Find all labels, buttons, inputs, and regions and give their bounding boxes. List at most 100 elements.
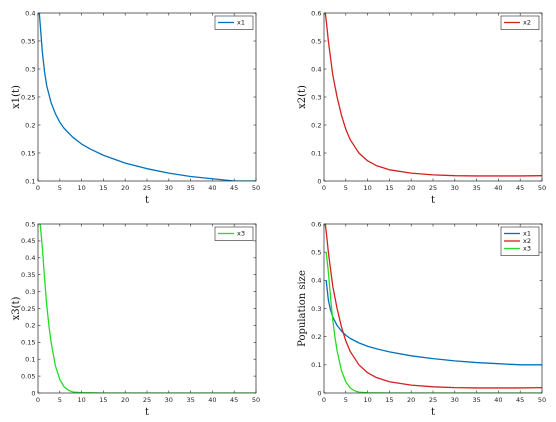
series-line-x3 xyxy=(39,224,256,393)
x-tick-label: 0 xyxy=(36,184,40,192)
x-tick-label: 20 xyxy=(407,396,415,404)
x-tick-label: 45 xyxy=(516,184,524,192)
y-tick-label: 0.6 xyxy=(311,220,321,228)
x-tick-label: 50 xyxy=(252,184,260,192)
y-tick-label: 0.1 xyxy=(25,356,35,364)
y-tick-label: 0.6 xyxy=(311,9,321,17)
x-tick-label: 50 xyxy=(538,184,546,192)
x-tick-label: 10 xyxy=(363,184,371,192)
legend: x3 xyxy=(214,226,254,241)
x-tick-label: 35 xyxy=(186,184,194,192)
x-tick-label: 35 xyxy=(186,396,194,404)
legend-label-x2: x2 xyxy=(523,237,531,245)
x-axis-label: t xyxy=(431,195,435,206)
y-tick-label: 0.35 xyxy=(21,271,35,279)
x-tick-label: 45 xyxy=(230,396,238,404)
y-tick-label: 0.15 xyxy=(21,339,35,347)
x-tick-label: 30 xyxy=(165,184,173,192)
x-tick-label: 10 xyxy=(77,396,85,404)
y-tick-label: 0.4 xyxy=(311,277,321,285)
series-line-x1 xyxy=(38,13,256,181)
y-tick-label: 0 xyxy=(317,177,321,185)
x-tick-label: 0 xyxy=(322,396,326,404)
y-tick-label: 0.1 xyxy=(311,361,321,369)
y-tick-label: 0.5 xyxy=(311,248,321,256)
legend-label-x3: x3 xyxy=(237,230,245,238)
x-tick-label: 50 xyxy=(538,396,546,404)
x-tick-label: 5 xyxy=(344,396,348,404)
y-tick-label: 0.3 xyxy=(25,288,35,296)
y-axis-label: x2(t) xyxy=(297,85,308,109)
x-tick-label: 50 xyxy=(252,396,260,404)
y-tick-label: 0.15 xyxy=(21,149,35,157)
y-tick-label: 0.4 xyxy=(311,65,321,73)
y-axis-label: x1(t) xyxy=(11,85,22,109)
x-tick-label: 35 xyxy=(472,396,480,404)
series-line-x2 xyxy=(324,224,542,389)
x-tick-label: 30 xyxy=(451,184,459,192)
x-tick-label: 40 xyxy=(208,184,216,192)
plot-area-frame xyxy=(37,223,257,394)
x-tick-label: 20 xyxy=(407,184,415,192)
chart-panel-1: 0 5 10 15 20 25 30 35 40 45 50 0.1 0.15 0.2 0.25 0.3 0.3… xyxy=(11,9,260,206)
plot-area-frame xyxy=(37,12,257,182)
y-tick-label: 0.25 xyxy=(21,93,35,101)
x-axis-label: t xyxy=(145,195,149,206)
y-tick-label: 0 xyxy=(31,389,35,397)
legend: x2 xyxy=(500,15,540,30)
y-tick-label: 0.4 xyxy=(25,9,35,17)
series-line-x2 xyxy=(324,13,542,177)
legend-label-x3: x3 xyxy=(523,245,531,253)
legend-label-x2: x2 xyxy=(523,19,531,27)
x-tick-label: 20 xyxy=(121,396,129,404)
x-axis-label: t xyxy=(145,407,149,418)
y-tick-label: 0.5 xyxy=(311,37,321,45)
y-axis-label: x3(t) xyxy=(11,296,22,320)
x-tick-label: 25 xyxy=(429,184,437,192)
x-tick-label: 40 xyxy=(494,396,502,404)
x-tick-label: 10 xyxy=(363,396,371,404)
x-tick-label: 0 xyxy=(36,396,40,404)
legend: x1 xyxy=(214,15,254,30)
x-tick-label: 5 xyxy=(344,184,348,192)
x-tick-label: 5 xyxy=(58,184,62,192)
y-axis-label: Population size xyxy=(297,270,308,347)
legend-label-x1: x1 xyxy=(523,230,531,238)
series-line-x1 xyxy=(325,280,542,366)
y-tick-label: 0.1 xyxy=(311,149,321,157)
x-tick-label: 30 xyxy=(451,396,459,404)
legend-label-x1: x1 xyxy=(237,19,245,27)
y-tick-label: 0.45 xyxy=(21,237,35,245)
x-tick-label: 10 xyxy=(77,184,85,192)
x-tick-label: 15 xyxy=(99,184,107,192)
x-tick-label: 45 xyxy=(516,396,524,404)
series-line-x3 xyxy=(325,252,542,393)
chart-panel-4: 0 5 10 15 20 25 30 35 40 45 50 0 0.1 0.2 0.3 0.4 0.5 0.6 t… xyxy=(297,220,546,418)
plot-area-frame xyxy=(323,12,543,182)
x-tick-label: 40 xyxy=(494,184,502,192)
chart-panel-2: 0 5 10 15 20 25 30 35 40 45 50 0 0.1 0.2 0.3 0.4 0.5 0.6 t… xyxy=(297,9,546,206)
y-tick-label: 0.2 xyxy=(311,333,321,341)
x-tick-label: 25 xyxy=(143,396,151,404)
x-tick-label: 15 xyxy=(385,184,393,192)
x-tick-label: 20 xyxy=(121,184,129,192)
x-tick-label: 40 xyxy=(208,396,216,404)
y-tick-label: 0.3 xyxy=(311,305,321,313)
x-tick-label: 25 xyxy=(143,184,151,192)
y-tick-label: 0.2 xyxy=(311,121,321,129)
x-tick-label: 35 xyxy=(472,184,480,192)
y-tick-label: 0.3 xyxy=(25,65,35,73)
x-tick-label: 30 xyxy=(165,396,173,404)
x-tick-label: 45 xyxy=(230,184,238,192)
y-tick-label: 0.4 xyxy=(25,254,35,262)
x-axis-label: t xyxy=(431,407,435,418)
chart-panel-3: 0 5 10 15 20 25 30 35 40 45 50 0 0.05 0.1 0.15 0.2 0.25 0… xyxy=(11,220,260,418)
plot-area-frame xyxy=(323,223,543,394)
x-tick-label: 15 xyxy=(385,396,393,404)
y-tick-label: 0.1 xyxy=(25,177,35,185)
y-tick-label: 0.3 xyxy=(311,93,321,101)
y-tick-label: 0 xyxy=(317,389,321,397)
y-tick-label: 0.25 xyxy=(21,305,35,313)
